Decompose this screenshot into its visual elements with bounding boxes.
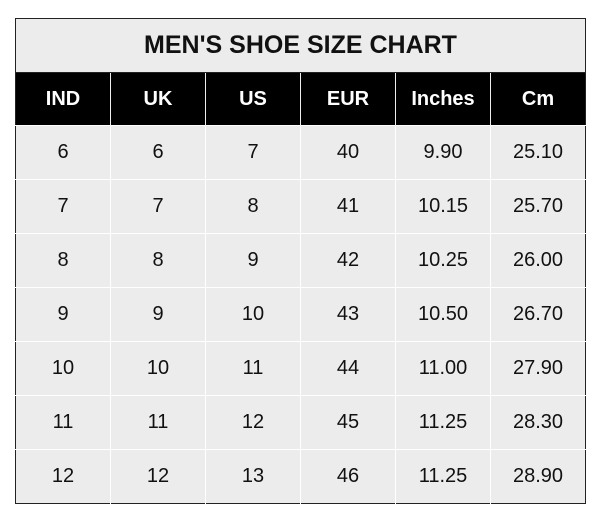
table-cell: 25.10 bbox=[490, 125, 586, 180]
table-body: 6 6 7 40 9.90 25.10 7 7 8 41 10.15 25.70 8 8 9 42 10.25 2… bbox=[15, 125, 586, 504]
column-header: Inches bbox=[395, 72, 491, 126]
table-cell: 28.90 bbox=[490, 449, 586, 504]
table-cell: 26.70 bbox=[490, 287, 586, 342]
table-cell: 6 bbox=[15, 125, 111, 180]
chart-title: MEN'S SHOE SIZE CHART bbox=[15, 18, 586, 73]
table-cell: 42 bbox=[300, 233, 396, 288]
size-chart-table: MEN'S SHOE SIZE CHART IND UK US EUR Inches Cm… bbox=[15, 18, 586, 504]
table-cell: 6 bbox=[110, 125, 206, 180]
table-cell: 7 bbox=[15, 179, 111, 234]
table-cell: 10 bbox=[15, 341, 111, 396]
table-cell: 12 bbox=[110, 449, 206, 504]
table-cell: 11 bbox=[15, 395, 111, 450]
column-header: IND bbox=[15, 72, 111, 126]
table-row: 10 10 11 44 11.00 27.90 bbox=[15, 341, 586, 396]
table-cell: 11 bbox=[110, 395, 206, 450]
table-cell: 10 bbox=[205, 287, 301, 342]
table-cell: 7 bbox=[110, 179, 206, 234]
column-header: UK bbox=[110, 72, 206, 126]
table-cell: 9.90 bbox=[395, 125, 491, 180]
column-header: EUR bbox=[300, 72, 396, 126]
table-row: 11 11 12 45 11.25 28.30 bbox=[15, 395, 586, 450]
table-cell: 9 bbox=[205, 233, 301, 288]
table-cell: 11.25 bbox=[395, 395, 491, 450]
header-row: IND UK US EUR Inches Cm bbox=[15, 72, 586, 126]
table-cell: 11 bbox=[205, 341, 301, 396]
table-cell: 11.25 bbox=[395, 449, 491, 504]
table-cell: 45 bbox=[300, 395, 396, 450]
table-row: 6 6 7 40 9.90 25.10 bbox=[15, 125, 586, 180]
table-cell: 13 bbox=[205, 449, 301, 504]
table-cell: 7 bbox=[205, 125, 301, 180]
table-cell: 12 bbox=[205, 395, 301, 450]
table-cell: 10.15 bbox=[395, 179, 491, 234]
table-row: 12 12 13 46 11.25 28.90 bbox=[15, 449, 586, 504]
table-cell: 9 bbox=[15, 287, 111, 342]
table-row: 7 7 8 41 10.15 25.70 bbox=[15, 179, 586, 234]
column-header: Cm bbox=[490, 72, 586, 126]
table-row: 8 8 9 42 10.25 26.00 bbox=[15, 233, 586, 288]
table-cell: 40 bbox=[300, 125, 396, 180]
table-cell: 41 bbox=[300, 179, 396, 234]
table-cell: 46 bbox=[300, 449, 396, 504]
table-cell: 25.70 bbox=[490, 179, 586, 234]
table-cell: 8 bbox=[110, 233, 206, 288]
table-cell: 10 bbox=[110, 341, 206, 396]
table-cell: 43 bbox=[300, 287, 396, 342]
table-cell: 8 bbox=[205, 179, 301, 234]
column-header: US bbox=[205, 72, 301, 126]
table-cell: 12 bbox=[15, 449, 111, 504]
table-cell: 27.90 bbox=[490, 341, 586, 396]
title-row: MEN'S SHOE SIZE CHART bbox=[15, 18, 586, 73]
table-cell: 10.50 bbox=[395, 287, 491, 342]
table-cell: 26.00 bbox=[490, 233, 586, 288]
table-row: 9 9 10 43 10.50 26.70 bbox=[15, 287, 586, 342]
table-cell: 8 bbox=[15, 233, 111, 288]
table-cell: 11.00 bbox=[395, 341, 491, 396]
table-cell: 44 bbox=[300, 341, 396, 396]
table-cell: 28.30 bbox=[490, 395, 586, 450]
table-cell: 10.25 bbox=[395, 233, 491, 288]
table-cell: 9 bbox=[110, 287, 206, 342]
